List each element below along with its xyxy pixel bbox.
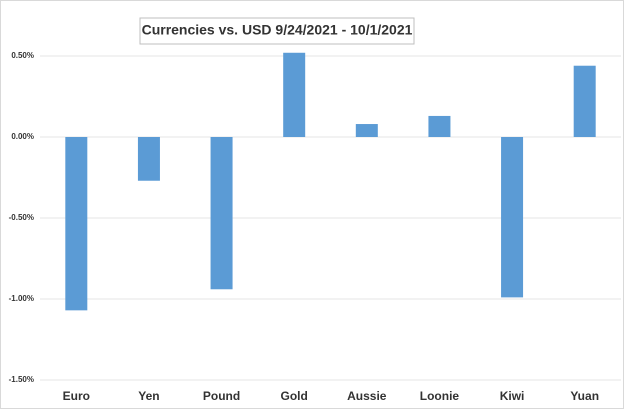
x-tick-label: Aussie: [347, 389, 387, 403]
bar: [355, 124, 378, 137]
title-box: [139, 17, 415, 45]
x-tick-label: Euro: [63, 389, 90, 403]
x-tick-label: Yuan: [570, 389, 599, 403]
x-tick-label: Gold: [281, 389, 308, 403]
y-tick-label: 0.50%: [11, 51, 34, 60]
x-tick-label: Kiwi: [500, 389, 525, 403]
bar: [573, 65, 596, 137]
bar: [210, 137, 233, 290]
y-tick-label: -1.00%: [9, 294, 34, 303]
bar: [65, 137, 88, 311]
y-tick-label: -0.50%: [9, 213, 34, 222]
bar: [283, 52, 306, 138]
y-tick-label: 0.00%: [11, 132, 34, 141]
x-tick-label: Yen: [138, 389, 159, 403]
x-tick-label: Loonie: [420, 389, 460, 403]
bar: [428, 115, 451, 137]
bar: [137, 137, 160, 181]
x-tick-label: Pound: [203, 389, 240, 403]
bar: [501, 137, 524, 298]
y-tick-label: -1.50%: [9, 375, 34, 384]
chart-title: Currencies vs. USD 9/24/2021 - 10/1/2021: [142, 22, 413, 38]
